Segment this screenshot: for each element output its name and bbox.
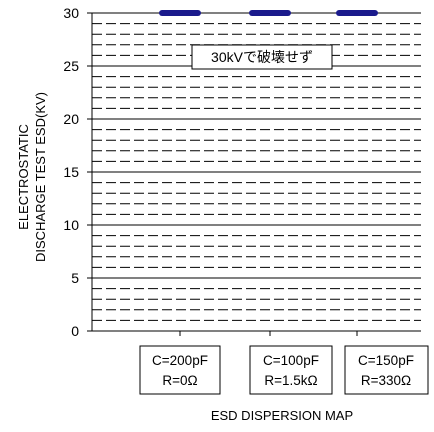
y-tick-label: 0 — [71, 323, 79, 339]
y-axis-title-line-2: DISCHARGE TEST ESD(KV) — [33, 92, 48, 262]
condition-box-1-frame — [139, 345, 221, 395]
condition-box-2: C=100pF R=1.5kΩ — [249, 345, 333, 395]
condition-box-3-line-1: C=150pF — [358, 353, 414, 368]
annotation-box — [191, 44, 333, 70]
condition-box-3: C=150pF R=330Ω — [344, 345, 429, 395]
y-tick-label: 5 — [71, 270, 79, 286]
condition-box-2-line-1: C=100pF — [263, 353, 319, 368]
y-tick-label: 30 — [63, 5, 79, 21]
condition-box-3-frame — [344, 345, 429, 395]
y-axis-title-line-1: ELECTROSTATIC — [16, 124, 31, 230]
x-axis-title: ESD DISPERSION MAP — [211, 408, 353, 423]
y-tick-label: 25 — [63, 58, 79, 74]
condition-box-1-line-2: R=0Ω — [162, 373, 197, 388]
y-tick-label: 10 — [63, 217, 79, 233]
condition-box-1-line-1: C=200pF — [152, 353, 208, 368]
condition-box-2-line-2: R=1.5kΩ — [264, 373, 317, 388]
y-tick-labels: 0 5 10 15 20 25 30 — [63, 5, 92, 339]
y-tick-label: 20 — [63, 111, 79, 127]
annotation-text: 30kVで破壊せず — [211, 49, 313, 65]
y-tick-label: 15 — [63, 164, 79, 180]
condition-boxes: C=200pF R=0Ω C=100pF R=1.5kΩ C=150pF R=3… — [139, 345, 429, 395]
annotation: 30kVで破壊せず — [191, 44, 333, 70]
condition-box-3-line-2: R=330Ω — [361, 373, 411, 388]
condition-box-1: C=200pF R=0Ω — [139, 345, 221, 395]
condition-box-2-frame — [249, 345, 333, 395]
y-axis-title: ELECTROSTATIC DISCHARGE TEST ESD(KV) — [16, 92, 48, 262]
